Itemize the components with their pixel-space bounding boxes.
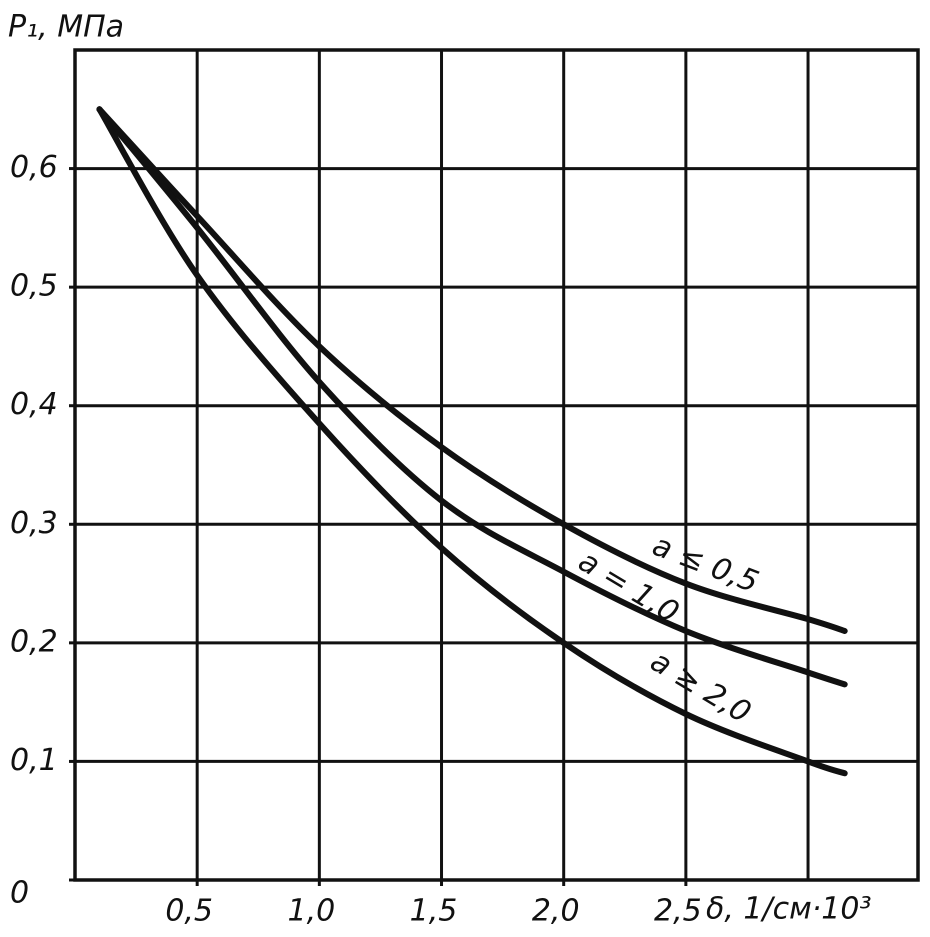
y-axis-label: P₁, МПа xyxy=(8,10,124,45)
y-tick-label: 0,6 xyxy=(10,150,58,185)
y-tick-label: 0,5 xyxy=(10,269,58,304)
line-series xyxy=(96,106,848,634)
y-tick-label: 0,3 xyxy=(10,506,58,541)
line-series xyxy=(96,106,848,688)
x-tick-label: 0,5 xyxy=(165,894,213,929)
y-tick-label: 0,4 xyxy=(10,387,58,422)
x-tick-label: 2,5 xyxy=(654,894,702,929)
x-tick-label: 1,5 xyxy=(410,894,458,929)
y-tick-label: 0 xyxy=(10,876,29,911)
x-tick-label: 2,0 xyxy=(532,894,580,929)
y-tick-label: 0,1 xyxy=(10,743,58,778)
x-axis-label: δ, 1/см·10³ xyxy=(706,892,871,927)
y-tick-label: 0,2 xyxy=(10,624,58,659)
plot-frame xyxy=(73,48,920,882)
x-tick-label: 1,0 xyxy=(287,894,335,929)
line-series xyxy=(96,106,848,777)
